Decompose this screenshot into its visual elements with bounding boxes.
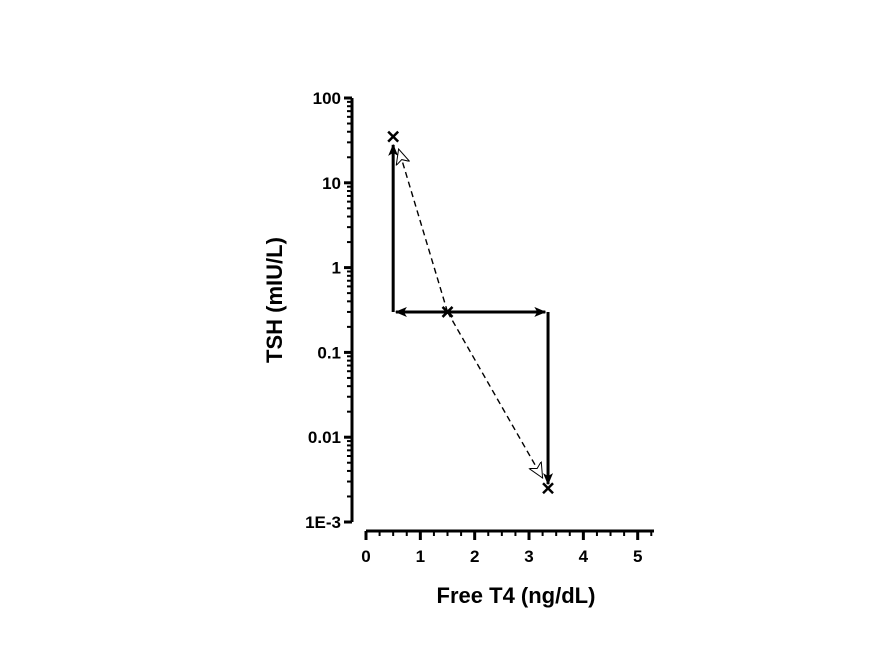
data-point (542, 482, 554, 495)
point-stroke (542, 482, 554, 495)
arrows (388, 143, 554, 486)
y-tick-label: 0.1 (317, 343, 341, 362)
x-tick-label: 4 (579, 547, 589, 566)
data-point (387, 130, 400, 143)
y-tick-label: 1 (332, 259, 341, 278)
x-tick-label: 0 (361, 547, 370, 566)
dashed-arrow (399, 149, 449, 313)
y-tick-label: 1E-3 (305, 513, 341, 532)
point-stroke (441, 306, 454, 318)
y-tick-label: 0.01 (308, 428, 341, 447)
x-tick-label: 5 (633, 547, 642, 566)
x-tick-label: 2 (470, 547, 479, 566)
y-tick-label: 10 (322, 174, 341, 193)
y-tick-label: 100 (313, 89, 341, 108)
data-points (387, 130, 554, 495)
point-stroke (387, 130, 400, 143)
data-point (441, 306, 454, 318)
x-axis-title: Free T4 (ng/dL) (437, 583, 596, 608)
dashed-arrow (446, 311, 544, 478)
x-tick-label: 3 (524, 547, 533, 566)
x-tick-label: 1 (416, 547, 425, 566)
y-axis-title: TSH (mIU/L) (262, 237, 287, 363)
axes: 1E-3 0.01 0.1 1 10 100 0 1 2 3 4 5 (305, 89, 654, 566)
